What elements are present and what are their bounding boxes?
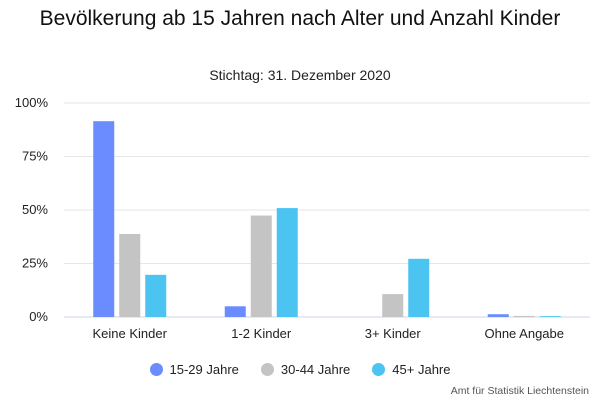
x-axis-ticks: Keine Kinder 1-2 Kinder 3+ Kinder Ohne Anga… bbox=[93, 326, 564, 341]
bars bbox=[93, 121, 561, 317]
gridlines bbox=[64, 102, 590, 318]
x-tick-label: Ohne Angabe bbox=[484, 326, 564, 341]
bar-0-0[interactable] bbox=[93, 121, 115, 317]
y-tick-label: 25% bbox=[22, 256, 48, 271]
y-axis-ticks: 0% 25% 50% 75% 100% bbox=[15, 95, 49, 324]
bar-1-2[interactable] bbox=[276, 208, 298, 317]
x-tick-label: Keine Kinder bbox=[93, 326, 168, 341]
y-tick-label: 100% bbox=[15, 95, 49, 110]
legend-item-30-44[interactable]: 30-44 Jahre bbox=[260, 362, 351, 377]
bar-3-2[interactable] bbox=[539, 316, 561, 317]
legend-swatch-15-29 bbox=[149, 363, 163, 376]
bar-3-1[interactable] bbox=[513, 315, 535, 317]
chart-credits[interactable]: Amt für Statistik Liechtenstein bbox=[450, 385, 589, 397]
bar-2-1[interactable] bbox=[382, 294, 404, 317]
legend-swatch-30-44 bbox=[260, 363, 274, 376]
chart-subtitle: Stichtag: 31. Dezember 2020 bbox=[209, 67, 391, 83]
bar-2-2[interactable] bbox=[408, 258, 430, 317]
bar-1-1[interactable] bbox=[250, 215, 272, 317]
y-tick-label: 75% bbox=[22, 149, 48, 164]
legend-label-30-44: 30-44 Jahre bbox=[280, 362, 351, 377]
legend: 15-29 Jahre 30-44 Jahre 45+ Jahre bbox=[0, 362, 600, 377]
x-tick-label: 3+ Kinder bbox=[365, 326, 422, 341]
y-tick-label: 50% bbox=[22, 202, 48, 217]
bar-3-0[interactable] bbox=[487, 314, 509, 317]
legend-swatch-45plus bbox=[372, 363, 386, 376]
bar-0-2[interactable] bbox=[145, 274, 167, 317]
legend-item-45plus[interactable]: 45+ Jahre bbox=[372, 362, 450, 377]
chart-title: Bevölkerung ab 15 Jahren nach Alter und … bbox=[39, 7, 561, 30]
bar-0-1[interactable] bbox=[119, 233, 141, 317]
legend-label-15-29: 15-29 Jahre bbox=[169, 362, 239, 377]
y-tick-label: 0% bbox=[29, 309, 48, 324]
legend-item-15-29[interactable]: 15-29 Jahre bbox=[149, 362, 239, 377]
legend-label-45plus: 45+ Jahre bbox=[392, 362, 451, 377]
x-tick-label: 1-2 Kinder bbox=[231, 326, 292, 341]
bar-1-0[interactable] bbox=[224, 306, 246, 317]
